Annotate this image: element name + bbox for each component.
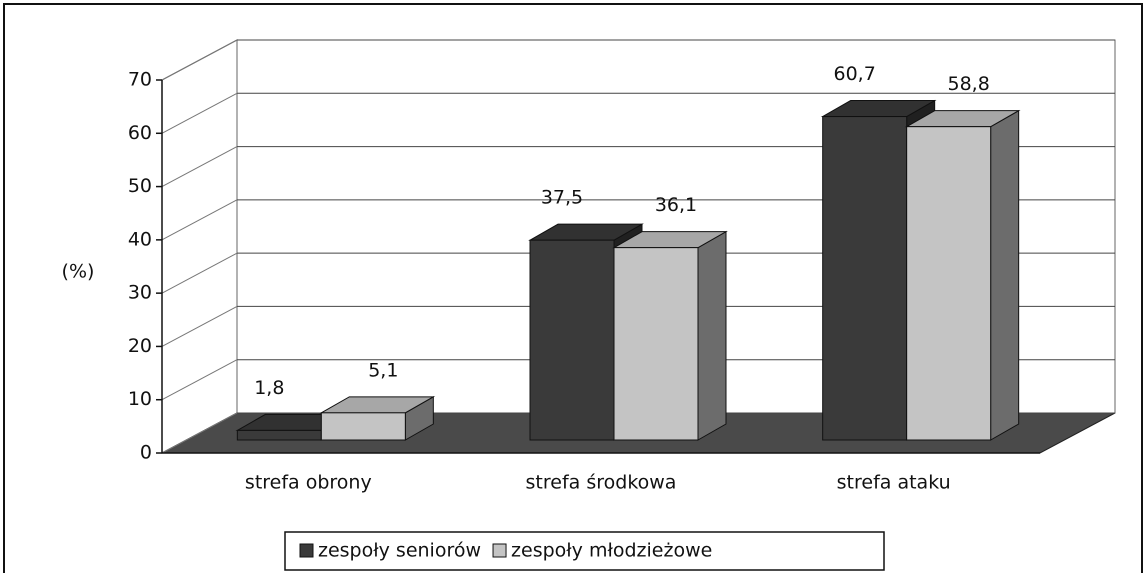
grid-line	[161, 199, 238, 241]
x-tick-label: strefa ataku	[837, 472, 951, 494]
y-tick-label: 60	[128, 122, 152, 144]
bar	[906, 126, 992, 441]
legend-box	[284, 531, 885, 571]
legend-swatch	[299, 543, 314, 558]
y-tick-label: 10	[128, 388, 152, 410]
grid-line	[161, 305, 238, 347]
grid-line	[161, 39, 238, 81]
value-label: 36,1	[655, 194, 697, 216]
y-tick-label: 20	[128, 335, 152, 357]
value-label: 1,8	[254, 377, 284, 399]
x-tick-label: strefa środkowa	[526, 472, 677, 494]
bar	[320, 412, 406, 441]
y-tick-label: 0	[140, 442, 152, 464]
bar-side	[697, 230, 727, 441]
value-label: 60,7	[834, 63, 876, 85]
y-tick-label: 70	[128, 69, 152, 91]
y-tick-label: 40	[128, 228, 152, 250]
bar	[822, 116, 908, 441]
value-label: 37,5	[541, 187, 583, 209]
bar	[529, 239, 615, 441]
legend: zespoły seniorów zespoły młodzieżowe	[284, 531, 885, 571]
legend-label: zespoły seniorów	[318, 540, 481, 562]
grid-line	[161, 92, 238, 134]
bar	[613, 247, 699, 441]
legend-swatch	[492, 543, 507, 558]
bar-side	[990, 109, 1020, 441]
grid-line	[161, 412, 238, 454]
grid-line	[161, 252, 238, 294]
back-wall	[161, 39, 238, 454]
value-label: 58,8	[948, 73, 990, 95]
value-label: 5,1	[368, 359, 398, 381]
grid-line	[161, 359, 238, 401]
bar	[236, 429, 322, 441]
y-tick-label: 50	[128, 175, 152, 197]
y-axis-label: (%)	[62, 261, 95, 283]
grid-line	[161, 146, 238, 188]
y-tick-label: 30	[128, 282, 152, 304]
legend-label: zespoły młodzieżowe	[511, 540, 712, 562]
x-tick-label: strefa obrony	[245, 472, 372, 494]
